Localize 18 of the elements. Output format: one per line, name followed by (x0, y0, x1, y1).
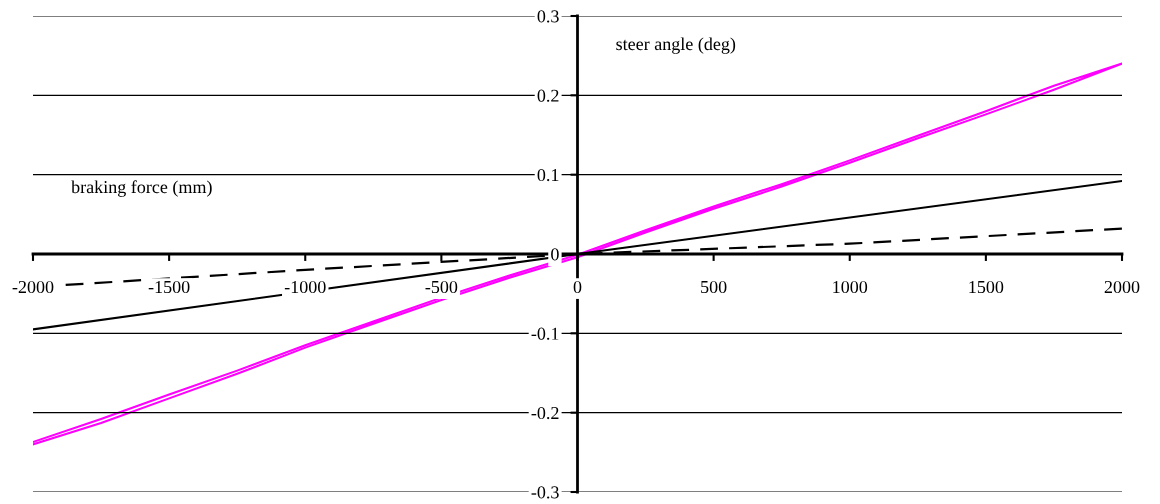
y-tick-label: 0.2 (537, 89, 559, 102)
x-tick-label: 500 (701, 280, 727, 294)
x-tick-label: 1000 (833, 280, 868, 294)
x-axis-title: braking force (mm) (71, 180, 212, 197)
y-tick-label: -0.1 (531, 327, 559, 340)
y-tick-label: -0.3 (531, 486, 559, 499)
y-axis-title: steer angle (deg) (616, 37, 736, 54)
x-tick-label: 2000 (1104, 280, 1140, 294)
y-tick-label: -0.2 (531, 406, 559, 420)
y-tick-label: 0.1 (537, 168, 559, 182)
y-tick-label: 0.3 (537, 10, 559, 23)
x-tick-label: -1500 (148, 280, 190, 294)
x-tick-label: -500 (425, 280, 458, 294)
x-tick-label: 0 (573, 280, 582, 294)
x-tick-label: -2000 (12, 280, 54, 294)
y-tick-label: 0 (551, 248, 559, 261)
x-tick-label: -1000 (284, 280, 326, 294)
x-tick-label: 1500 (969, 280, 1004, 294)
